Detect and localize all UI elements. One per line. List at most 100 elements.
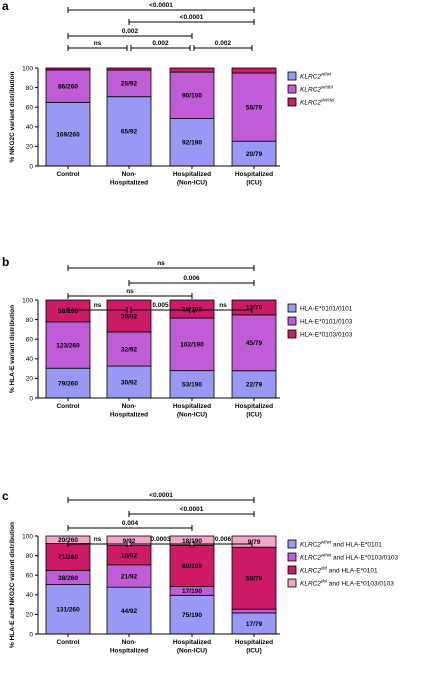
panel-label: a: [2, 0, 9, 13]
x-category-label: Non-: [122, 171, 137, 178]
bar-segment: [231, 314, 277, 372]
x-category-label: Hospitalized: [235, 403, 273, 410]
bar-segment: [231, 608, 277, 614]
segment-label: 25/92: [121, 81, 138, 88]
segment-label: 75/190: [182, 612, 202, 619]
segment-label: 55/79: [246, 104, 263, 111]
y-tick-label: 80: [26, 85, 34, 92]
y-tick-label: 0: [29, 395, 33, 402]
significance-label: ns: [94, 536, 102, 543]
segment-label: 50/79: [246, 575, 263, 582]
legend-swatch: [287, 84, 297, 94]
significance-label: 0.004: [122, 520, 139, 527]
x-category-label: Hospitalized: [173, 171, 211, 178]
bar-segment: [169, 67, 215, 73]
legend-label: KLRC2wt/del: [300, 85, 334, 94]
significance-label: 0.002: [122, 28, 139, 35]
y-tick-label: 0: [29, 163, 33, 170]
y-tick-label: 100: [22, 65, 33, 72]
segment-label: 9/79: [248, 539, 261, 546]
y-tick-label: 80: [26, 553, 34, 560]
x-category-label: Hospitalized: [235, 171, 273, 178]
y-tick-label: 20: [26, 376, 34, 383]
bar-segment: [231, 140, 277, 167]
segment-label: 53/190: [182, 382, 202, 389]
legend-swatch: [287, 303, 297, 313]
y-axis-label: % NKG2C variant distribution: [9, 71, 16, 162]
significance-label: <0.0001: [180, 14, 204, 21]
bar-segment: [231, 546, 277, 610]
significance-label: 0.002: [215, 40, 232, 47]
bar-segment: [169, 535, 215, 546]
significance-label: <0.0001: [149, 2, 173, 9]
segment-label: 20/79: [246, 151, 263, 158]
segment-label: 18/92: [121, 553, 138, 560]
legend-swatch: [287, 97, 297, 107]
significance-label: 0.006: [215, 536, 232, 543]
x-category-label: Hospitalized: [235, 639, 273, 646]
x-category-label: (Non-ICU): [177, 648, 207, 655]
bar-segment: [169, 544, 215, 587]
segment-label: 35/190: [182, 306, 202, 313]
segment-label: 92/190: [182, 140, 202, 147]
panel-b: b 0 20 40 60 80 100 % HLA-E variant distributio…: [2, 255, 297, 419]
bar-segment: [106, 96, 152, 167]
segment-label: 17/190: [182, 588, 202, 595]
segment-label: 18/190: [182, 538, 202, 545]
x-category-label: (ICU): [246, 180, 262, 187]
bar-segment: [169, 299, 215, 319]
y-tick-label: 40: [26, 124, 34, 131]
legend-label: KLRC2del and HLA-E*0103/0103: [300, 579, 394, 588]
legend-label: KLRC2wt/wt and HLA-E*0101: [300, 540, 382, 549]
bar-segment: [231, 299, 277, 316]
segment-label: 9/92: [123, 538, 136, 545]
x-category-label: Hospitalized: [110, 180, 148, 187]
y-tick-label: 60: [26, 105, 34, 112]
segment-label: 30/92: [121, 379, 138, 386]
segment-label: 45/79: [246, 340, 263, 347]
bar-segment: [45, 367, 91, 399]
segment-label: 86/260: [58, 83, 78, 90]
significance-label: ns: [126, 288, 134, 295]
y-axis-label: % HLA-E variant distribution: [9, 305, 16, 393]
bar-segment: [231, 535, 277, 548]
bar-segment: [106, 535, 152, 547]
x-category-label: (Non-ICU): [177, 180, 207, 187]
legend-label: KLRC2wt/wt and HLA-E*0103/0103: [300, 553, 398, 562]
y-tick-label: 100: [22, 533, 33, 540]
panel-a: a 0 20 40 60 80 100 % NKG2C variant distributio…: [2, 0, 297, 187]
segment-label: 90/190: [182, 93, 202, 100]
significance-label: ns: [94, 40, 102, 47]
segment-label: 30/92: [121, 313, 138, 320]
bar-segment: [169, 71, 215, 119]
significance-label: 0.0003: [151, 536, 171, 543]
significance-label: 0.002: [152, 40, 169, 47]
panel-label: b: [2, 255, 9, 269]
x-category-label: Control: [56, 639, 79, 646]
segment-label: 65/92: [121, 129, 138, 136]
bar-segment: [45, 584, 91, 635]
legend-swatch: [287, 539, 297, 549]
legend-swatch: [287, 71, 297, 81]
x-category-label: (Non-ICU): [177, 412, 207, 419]
panel-label: c: [2, 489, 9, 503]
segment-label: 17/79: [246, 621, 263, 628]
legend-label: HLA-E*0101/0101: [300, 306, 353, 313]
y-tick-label: 100: [22, 297, 33, 304]
x-category-label: Non-: [122, 639, 137, 646]
bar-segment: [169, 317, 215, 372]
bar-segment: [45, 67, 91, 71]
bar-segment: [231, 370, 277, 399]
x-category-label: Hospitalized: [110, 648, 148, 655]
significance-label: 0.005: [152, 302, 169, 309]
legend-swatch: [287, 552, 297, 562]
segment-label: 21/92: [121, 573, 138, 580]
significance-label: ns: [94, 302, 102, 309]
legend-swatch: [287, 329, 297, 339]
y-tick-label: 20: [26, 612, 34, 619]
y-tick-label: 60: [26, 337, 34, 344]
x-category-label: Non-: [122, 403, 137, 410]
legend-label: KLRC2del and HLA-E*0101: [300, 566, 378, 575]
segment-label: 12/79: [246, 305, 263, 312]
